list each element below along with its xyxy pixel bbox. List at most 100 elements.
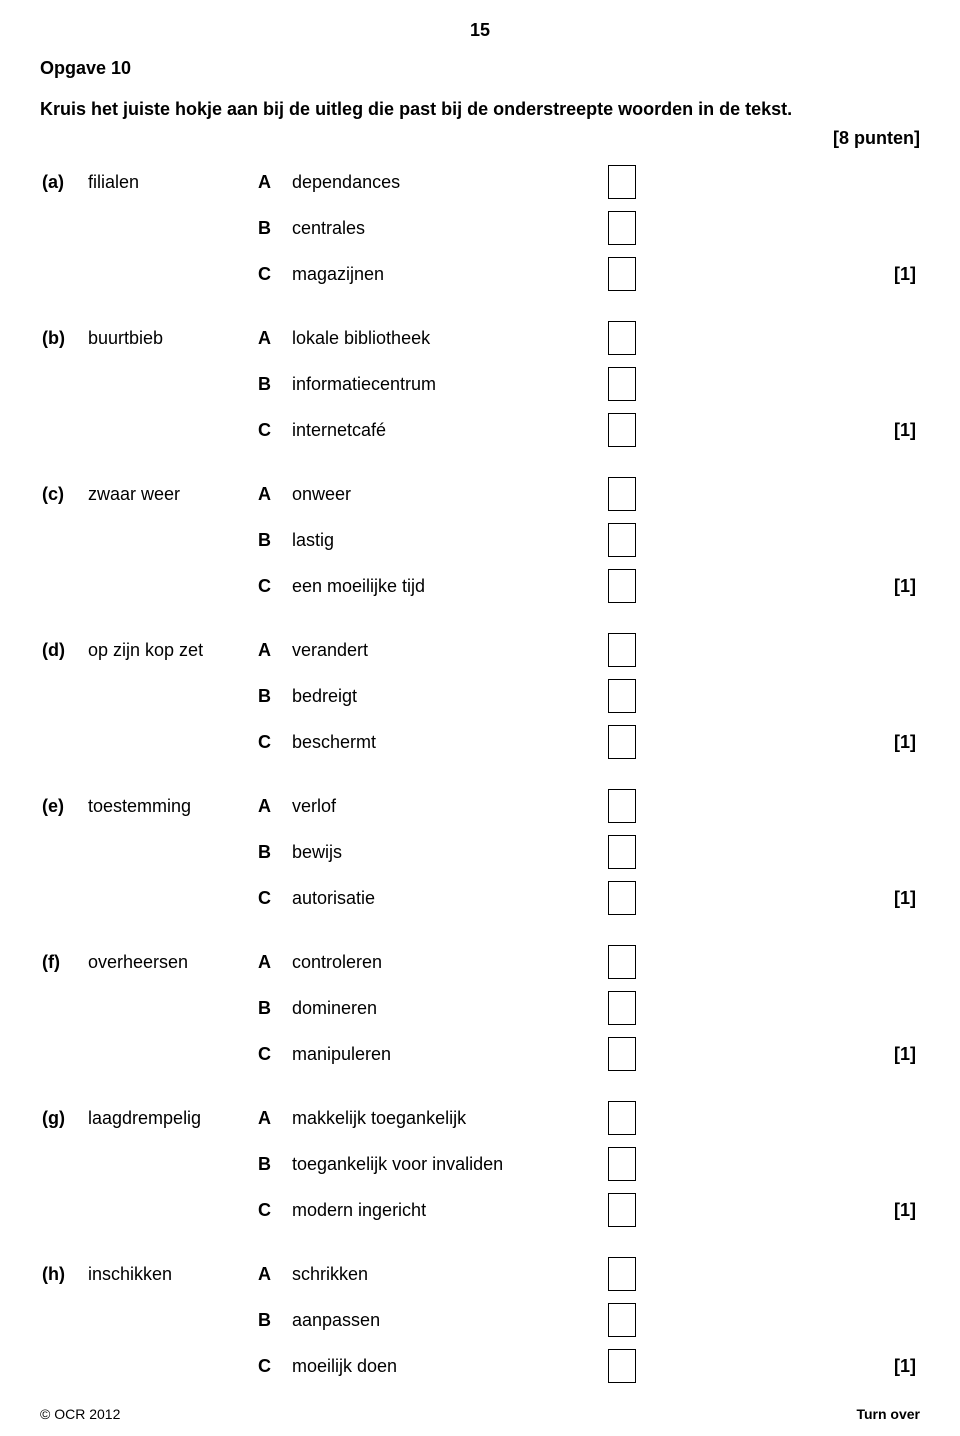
option-row: (g)laagdrempeligAmakkelijk toegankelijk (40, 1095, 920, 1141)
option-letter: C (258, 888, 292, 909)
checkbox-cell (592, 1147, 652, 1181)
question-term: toestemming (88, 796, 258, 817)
task-title: Opgave 10 (40, 58, 920, 79)
question-term: laagdrempelig (88, 1108, 258, 1129)
answer-checkbox[interactable] (608, 789, 636, 823)
question-block: (g)laagdrempeligAmakkelijk toegankelijk B… (40, 1095, 920, 1233)
option-row: Ceen moeilijke tijd[1] (40, 563, 920, 609)
option-row: Cmoeilijk doen [1] (40, 1343, 920, 1389)
answer-checkbox[interactable] (608, 321, 636, 355)
answer-checkbox[interactable] (608, 1303, 636, 1337)
checkbox-cell (592, 835, 652, 869)
option-text: moeilijk doen (292, 1356, 592, 1377)
option-text: schrikken (292, 1264, 592, 1285)
mark-label: [1] (652, 1044, 920, 1065)
answer-checkbox[interactable] (608, 679, 636, 713)
checkbox-cell (592, 367, 652, 401)
option-text: autorisatie (292, 888, 592, 909)
option-letter: C (258, 732, 292, 753)
answer-checkbox[interactable] (608, 1037, 636, 1071)
option-row: (e)toestemmingAverlof (40, 783, 920, 829)
option-text: beschermt (292, 732, 592, 753)
answer-checkbox[interactable] (608, 211, 636, 245)
checkbox-cell (592, 1257, 652, 1291)
answer-checkbox[interactable] (608, 165, 636, 199)
option-row: Cinternetcafé[1] (40, 407, 920, 453)
answer-checkbox[interactable] (608, 633, 636, 667)
option-text: een moeilijke tijd (292, 576, 592, 597)
checkbox-cell (592, 1303, 652, 1337)
option-row: Bdomineren (40, 985, 920, 1031)
question-letter: (g) (40, 1108, 88, 1129)
checkbox-cell (592, 1193, 652, 1227)
checkbox-cell (592, 569, 652, 603)
checkbox-cell (592, 1349, 652, 1383)
checkbox-cell (592, 1101, 652, 1135)
turn-over-text: Turn over (856, 1406, 920, 1422)
option-row: Bbedreigt (40, 673, 920, 719)
answer-checkbox[interactable] (608, 1193, 636, 1227)
option-text: centrales (292, 218, 592, 239)
answer-checkbox[interactable] (608, 1147, 636, 1181)
mark-label: [1] (652, 888, 920, 909)
mark-label: [1] (652, 264, 920, 285)
option-row: (c)zwaar weerAonweer (40, 471, 920, 517)
option-text: bewijs (292, 842, 592, 863)
option-letter: B (258, 1154, 292, 1175)
option-row: (b)buurtbiebAlokale bibliotheek (40, 315, 920, 361)
checkbox-cell (592, 211, 652, 245)
option-row: Bbewijs (40, 829, 920, 875)
option-letter: A (258, 796, 292, 817)
question-term: buurtbieb (88, 328, 258, 349)
option-letter: A (258, 1264, 292, 1285)
option-text: lastig (292, 530, 592, 551)
option-row: (a)filialenAdependances (40, 159, 920, 205)
answer-checkbox[interactable] (608, 569, 636, 603)
answer-checkbox[interactable] (608, 1349, 636, 1383)
option-text: verandert (292, 640, 592, 661)
option-letter: C (258, 1200, 292, 1221)
checkbox-cell (592, 991, 652, 1025)
option-text: internetcafé (292, 420, 592, 441)
question-letter: (c) (40, 484, 88, 505)
answer-checkbox[interactable] (608, 945, 636, 979)
question-letter: (f) (40, 952, 88, 973)
question-block: (a)filialenAdependancesBcentralesCmagazi… (40, 159, 920, 297)
question-term: op zijn kop zet (88, 640, 258, 661)
option-row: (f)overheersenAcontroleren (40, 939, 920, 985)
option-letter: B (258, 686, 292, 707)
option-letter: B (258, 1310, 292, 1331)
answer-checkbox[interactable] (608, 257, 636, 291)
answer-checkbox[interactable] (608, 523, 636, 557)
answer-checkbox[interactable] (608, 413, 636, 447)
checkbox-cell (592, 321, 652, 355)
answer-checkbox[interactable] (608, 725, 636, 759)
option-letter: C (258, 1044, 292, 1065)
question-term: inschikken (88, 1264, 258, 1285)
option-letter: A (258, 172, 292, 193)
option-text: onweer (292, 484, 592, 505)
option-row: Bcentrales (40, 205, 920, 251)
checkbox-cell (592, 679, 652, 713)
option-letter: B (258, 530, 292, 551)
mark-label: [1] (652, 732, 920, 753)
answer-checkbox[interactable] (608, 881, 636, 915)
option-row: (h)inschikkenAschrikken (40, 1251, 920, 1297)
option-text: manipuleren (292, 1044, 592, 1065)
answer-checkbox[interactable] (608, 477, 636, 511)
option-row: Binformatiecentrum (40, 361, 920, 407)
answer-checkbox[interactable] (608, 367, 636, 401)
option-text: modern ingericht (292, 1200, 592, 1221)
question-letter: (a) (40, 172, 88, 193)
option-letter: C (258, 1356, 292, 1377)
option-row: Cbeschermt [1] (40, 719, 920, 765)
answer-checkbox[interactable] (608, 835, 636, 869)
option-letter: C (258, 420, 292, 441)
checkbox-cell (592, 477, 652, 511)
option-row: Baanpassen (40, 1297, 920, 1343)
option-text: makkelijk toegankelijk (292, 1108, 592, 1129)
mark-label: [1] (652, 1356, 920, 1377)
answer-checkbox[interactable] (608, 1101, 636, 1135)
answer-checkbox[interactable] (608, 991, 636, 1025)
answer-checkbox[interactable] (608, 1257, 636, 1291)
